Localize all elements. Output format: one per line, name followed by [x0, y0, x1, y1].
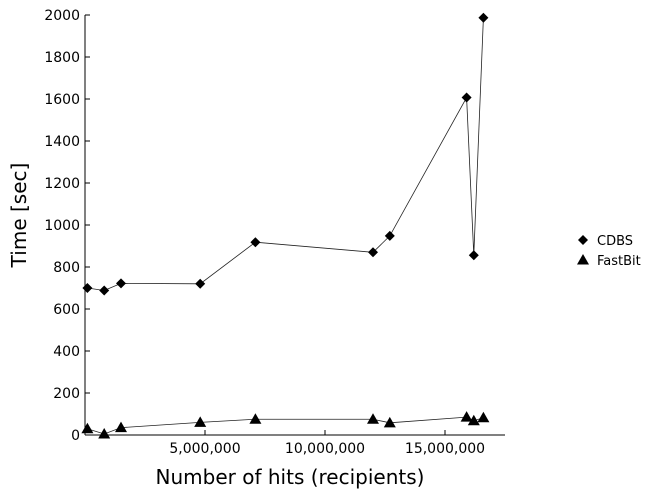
plot-series: [81, 12, 490, 439]
data-point: [98, 427, 111, 439]
x-tick-label: 15,000,000: [405, 441, 485, 457]
data-point: [250, 237, 261, 248]
axes: [84, 14, 505, 436]
data-point: [115, 421, 127, 433]
y-tick-label: 800: [53, 260, 80, 276]
data-point: [468, 250, 479, 261]
y-tick-label: 1200: [44, 176, 80, 192]
data-point: [195, 278, 206, 289]
data-point: [478, 12, 489, 23]
data-point: [367, 413, 379, 424]
y-tick-label: 1600: [44, 92, 80, 108]
data-point: [82, 283, 93, 293]
y-tick-label: 0: [71, 428, 80, 444]
legend: CDBS FastBit: [577, 234, 641, 269]
y-axis-title: Time [sec]: [7, 163, 31, 269]
series-cdbs: [82, 12, 489, 296]
y-tick-label: 1800: [44, 50, 80, 66]
x-tick-label: 5,000,000: [169, 441, 240, 457]
data-point: [116, 278, 126, 289]
data-point: [194, 416, 207, 427]
legend-item: CDBS: [578, 234, 633, 249]
data-point: [383, 416, 396, 428]
y-tick-label: 400: [53, 344, 80, 360]
legend-marker: [577, 254, 589, 265]
data-point: [368, 247, 378, 258]
legend-item: FastBit: [577, 254, 641, 269]
x-tick-label: 10,000,000: [285, 441, 365, 457]
data-point: [384, 230, 395, 241]
series-line: [87, 416, 484, 435]
data-point: [461, 92, 472, 103]
series-fastbit: [81, 411, 490, 439]
y-tick-label: 2000: [44, 8, 80, 24]
y-tick-label: 200: [53, 386, 80, 402]
y-tick-label: 600: [53, 302, 80, 318]
data-point: [460, 411, 473, 422]
y-tick-label: 1000: [44, 218, 80, 234]
tick-labels: 0 200 400 600 800 1000 1200 1400 1600 1800 2000 5,0…: [44, 8, 485, 457]
legend-label: FastBit: [597, 254, 641, 269]
data-point: [477, 411, 490, 423]
data-point: [467, 414, 480, 426]
data-point: [249, 413, 262, 424]
data-point: [81, 422, 94, 434]
series-line: [87, 17, 484, 291]
data-point: [99, 285, 110, 296]
y-tick-label: 1400: [44, 134, 80, 150]
x-axis-title: Number of hits (recipients): [156, 465, 425, 489]
legend-marker: [578, 235, 588, 245]
legend-label: CDBS: [597, 234, 633, 249]
